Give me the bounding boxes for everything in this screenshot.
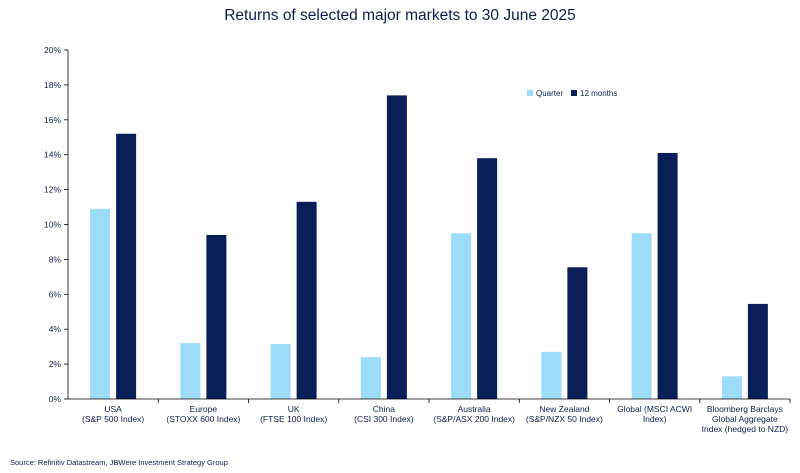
bar-12-months <box>116 133 137 399</box>
x-tick-label-line: New Zealand <box>539 404 589 414</box>
y-axis: 0% 2% 4% 6% 8% 10% 12% 14% 16% 18% 20% <box>44 45 69 404</box>
x-tick-label-line: China <box>373 404 395 414</box>
x-tick-label-line: UK <box>288 404 300 414</box>
y-tick-label: 20% <box>44 45 61 55</box>
x-tick-label-line: Index) <box>643 414 667 424</box>
bar-quarter <box>270 344 291 399</box>
bar-quarter <box>541 351 562 399</box>
x-tick-label: UK (FTSE 100 Index) <box>260 404 327 424</box>
y-tick-label: 12% <box>44 185 61 195</box>
y-tick-label: 18% <box>44 80 61 90</box>
x-tick-label-line: (S&P/NZX 50 Index) <box>526 414 603 424</box>
bar-12-months <box>567 267 588 399</box>
x-tick-label-line: Europe <box>190 404 218 414</box>
bar-quarter <box>360 357 381 399</box>
bars <box>90 95 768 400</box>
x-tick-label-line: Global (MSCI ACWI <box>617 404 692 414</box>
x-tick-label: Australia (S&P/ASX 200 Index) <box>433 404 515 424</box>
x-tick-label-line: (S&P 500 Index) <box>82 414 144 424</box>
y-tick-label: 4% <box>49 324 62 334</box>
bar-quarter <box>631 233 652 399</box>
legend-swatch <box>527 90 533 96</box>
source-note: Source: Refinitiv Datastream, JBWere Inv… <box>10 458 228 467</box>
x-tick-label-line: Global Aggregate <box>712 414 778 424</box>
x-tick-label-line: Australia <box>458 404 491 414</box>
bar-12-months <box>386 95 407 400</box>
x-tick-label-line: Bloomberg Barclays <box>707 404 783 414</box>
x-tick-label: Bloomberg Barclays Global Aggregate Index … <box>702 404 789 434</box>
legend-label: Quarter <box>536 89 563 98</box>
bar-12-months <box>747 303 768 399</box>
bar-12-months <box>657 152 678 399</box>
y-tick-label: 10% <box>44 220 61 230</box>
y-tick-label: 2% <box>49 359 62 369</box>
bar-12-months <box>477 158 498 399</box>
x-tick-label-line: (S&P/ASX 200 Index) <box>433 414 515 424</box>
bar-quarter <box>90 208 111 399</box>
bar-12-months <box>296 201 317 399</box>
legend-swatch <box>571 90 577 96</box>
bar-quarter <box>180 343 201 399</box>
x-tick-label-line: (CSI 300 Index) <box>354 414 414 424</box>
y-tick-label: 14% <box>44 150 61 160</box>
x-tick-label-line: USA <box>104 404 122 414</box>
legend: Quarter 12 months <box>527 89 617 98</box>
y-tick-label: 0% <box>49 394 62 404</box>
x-tick-label: China (CSI 300 Index) <box>354 404 414 424</box>
y-tick-label: 6% <box>49 289 62 299</box>
chart-title: Returns of selected major markets to 30 … <box>224 7 576 24</box>
x-tick-label-line: (STOXX 600 Index) <box>166 414 240 424</box>
x-tick-label: Europe (STOXX 600 Index) <box>166 404 240 424</box>
x-tick-label-line: Index (hedged to NZD) <box>702 424 789 434</box>
bar-quarter <box>721 376 742 399</box>
y-tick-label: 8% <box>49 254 62 264</box>
x-axis: USA (S&P 500 Index) Europe (STOXX 600 Index… <box>68 398 791 434</box>
x-tick-label: New Zealand (S&P/NZX 50 Index) <box>526 404 603 424</box>
x-tick-label: USA (S&P 500 Index) <box>82 404 144 424</box>
x-tick-label-line: (FTSE 100 Index) <box>260 414 327 424</box>
y-tick-label: 16% <box>44 115 61 125</box>
legend-label: 12 months <box>580 89 617 98</box>
x-tick-label: Global (MSCI ACWI Index) <box>617 404 692 424</box>
bar-12-months <box>206 234 227 399</box>
bar-quarter <box>451 233 472 399</box>
